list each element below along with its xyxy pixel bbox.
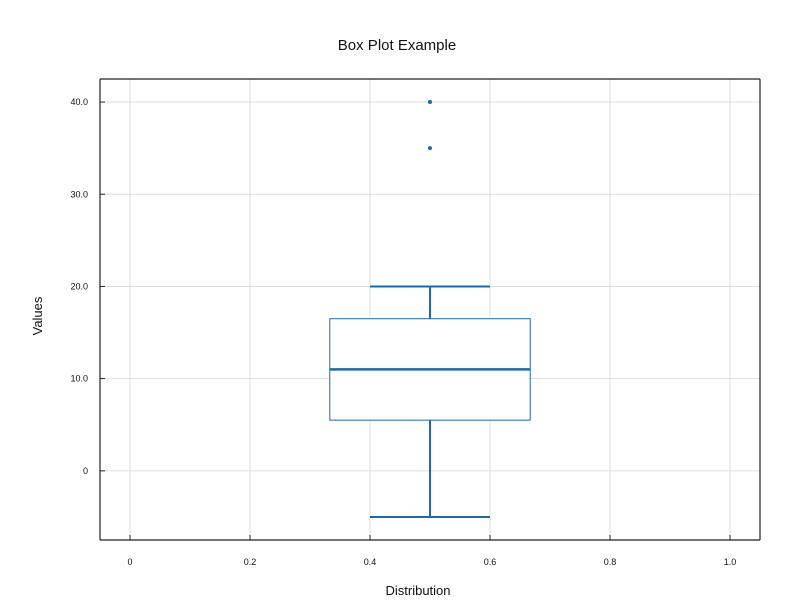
x-axis-label: Distribution [385, 583, 450, 598]
x-tick-label: 0 [127, 557, 132, 567]
y-tick-label: 30.0 [70, 189, 88, 199]
outlier-point [428, 100, 432, 105]
y-tick-label: 0 [83, 466, 88, 476]
outlier-point [428, 146, 432, 151]
x-tick-label: 0.4 [364, 557, 377, 567]
x-tick-label: 0.8 [604, 557, 617, 567]
y-tick-label: 10.0 [70, 374, 88, 384]
plot-area [100, 78, 761, 540]
x-tick-label: 0.6 [484, 557, 497, 567]
y-tick-label: 20.0 [70, 281, 88, 291]
x-tick-label: 0.2 [244, 557, 257, 567]
x-axis: 0 0.2 0.4 0.6 0.8 1.0 [100, 535, 760, 567]
y-axis-label: Values [30, 296, 45, 335]
x-tick-label: 1.0 [724, 557, 737, 567]
y-tick-label: 40.0 [70, 97, 88, 107]
y-axis: 0 10.0 20.0 30.0 40.0 [70, 79, 105, 540]
chart-title: Box Plot Example [338, 37, 456, 54]
